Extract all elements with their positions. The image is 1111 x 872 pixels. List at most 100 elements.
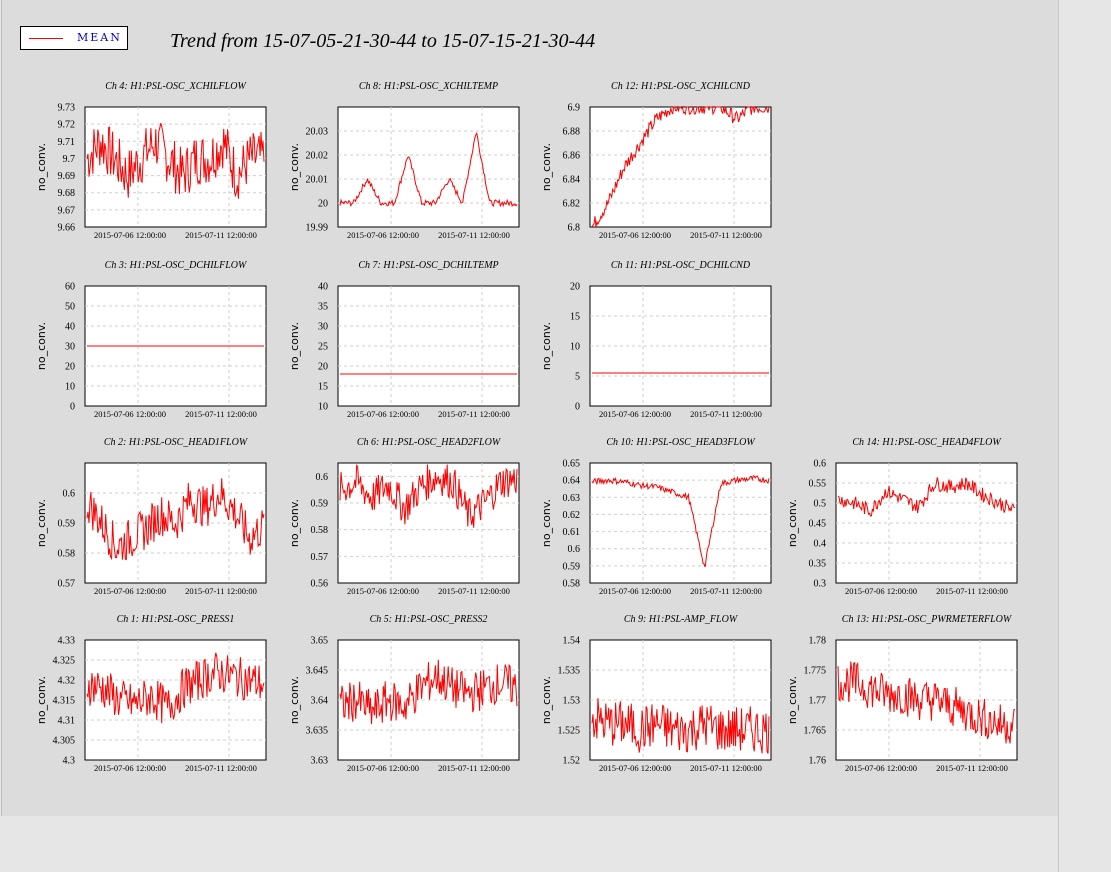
y-tick-label: 10 (318, 402, 328, 413)
x-tick-label: 2015-07-11 12:00:00 (185, 409, 257, 419)
y-tick-label: 0.6 (568, 544, 581, 555)
chart-title: Ch 13: H1:PSL-OSC_PWRMETERFLOW (842, 614, 1013, 625)
x-tick-label: 2015-07-11 12:00:00 (185, 586, 257, 596)
y-tick-label: 30 (318, 322, 328, 333)
chart-title: Ch 8: H1:PSL-OSC_XCHILTEMP (359, 81, 498, 92)
y-tick-label: 9.73 (58, 103, 76, 114)
y-tick-label: 20.02 (306, 151, 329, 162)
chart-panel: Ch 2: H1:PSL-OSC_HEAD1FLOW 0.6 0.59 0.58 0.5… (35, 437, 267, 596)
series-line (591, 105, 770, 228)
x-tick-label: 2015-07-06 12:00:00 (599, 586, 671, 596)
y-axis-label: no_conv. (35, 143, 48, 191)
y-tick-label: 4.33 (58, 636, 76, 647)
y-tick-label: 4.305 (53, 736, 76, 747)
series-line (339, 464, 518, 528)
y-tick-label: 3.65 (311, 636, 329, 647)
y-tick-label: 20 (318, 199, 328, 210)
y-tick-label: 25 (318, 342, 328, 353)
y-tick-label: 9.68 (58, 188, 76, 199)
y-tick-label: 0.65 (563, 459, 581, 470)
x-tick-label: 2015-07-06 12:00:00 (347, 409, 419, 419)
y-tick-label: 9.66 (58, 223, 76, 234)
page-title: Trend from 15-07-05-21-30-44 to 15-07-15… (170, 30, 596, 52)
y-tick-label: 0.55 (809, 479, 827, 490)
chart-title: Ch 6: H1:PSL-OSC_HEAD2FLOW (357, 437, 502, 448)
x-tick-label: 2015-07-11 12:00:00 (438, 409, 510, 419)
y-tick-label: 1.76 (809, 756, 827, 767)
x-tick-label: 2015-07-06 12:00:00 (347, 763, 419, 773)
y-tick-label: 9.7 (63, 154, 76, 165)
y-tick-label: 4.32 (58, 676, 76, 687)
chart-title: Ch 7: H1:PSL-OSC_DCHILTEMP (358, 260, 498, 271)
y-tick-label: 9.69 (58, 171, 76, 182)
y-axis-label: no_conv. (786, 676, 799, 724)
y-tick-label: 3.635 (306, 726, 329, 737)
x-tick-label: 2015-07-06 12:00:00 (599, 409, 671, 419)
y-tick-label: 6.9 (568, 103, 581, 114)
x-tick-label: 2015-07-06 12:00:00 (845, 586, 917, 596)
y-axis-label: no_conv. (540, 499, 553, 547)
x-tick-label: 2015-07-06 12:00:00 (599, 763, 671, 773)
chart-panel: Ch 10: H1:PSL-OSC_HEAD3FLOW 0.65 0.64 0.63 0… (540, 437, 772, 596)
chart-title: Ch 9: H1:PSL-AMP_FLOW (624, 614, 739, 625)
y-tick-label: 0.64 (563, 476, 581, 487)
chart-panel: Ch 6: H1:PSL-OSC_HEAD2FLOW 0.6 0.59 0.58 0.5… (288, 437, 520, 596)
y-tick-label: 6.82 (563, 199, 581, 210)
series-line (837, 661, 1016, 744)
legend: MEAN (20, 26, 128, 50)
y-axis-label: no_conv. (786, 499, 799, 547)
x-tick-label: 2015-07-11 12:00:00 (438, 230, 510, 240)
y-tick-label: 0.6 (316, 472, 329, 483)
y-tick-label: 1.525 (558, 726, 581, 737)
y-tick-label: 15 (318, 382, 328, 393)
x-tick-label: 2015-07-06 12:00:00 (845, 763, 917, 773)
y-tick-label: 20 (318, 362, 328, 373)
y-tick-label: 0 (575, 402, 580, 413)
y-tick-label: 0.62 (563, 510, 581, 521)
y-tick-label: 1.77 (809, 696, 827, 707)
y-tick-label: 0.5 (814, 499, 827, 510)
y-tick-label: 0.59 (58, 519, 76, 530)
chart-panel: Ch 8: H1:PSL-OSC_XCHILTEMP 20.03 20.02 20.0… (288, 81, 520, 240)
x-tick-label: 2015-07-06 12:00:00 (94, 586, 166, 596)
y-tick-label: 4.315 (53, 696, 76, 707)
y-tick-label: 1.53 (563, 696, 581, 707)
legend-label: MEAN (77, 31, 122, 44)
x-tick-label: 2015-07-11 12:00:00 (936, 586, 1008, 596)
x-tick-label: 2015-07-11 12:00:00 (690, 409, 762, 419)
y-tick-label: 15 (570, 312, 580, 323)
x-tick-label: 2015-07-06 12:00:00 (94, 763, 166, 773)
y-tick-label: 20.01 (306, 175, 329, 186)
y-tick-label: 10 (65, 382, 75, 393)
y-tick-label: 6.84 (563, 175, 581, 186)
y-tick-label: 20 (570, 282, 580, 293)
x-tick-label: 2015-07-11 12:00:00 (185, 763, 257, 773)
x-tick-label: 2015-07-11 12:00:00 (690, 586, 762, 596)
series-line (86, 652, 265, 724)
x-tick-label: 2015-07-11 12:00:00 (438, 586, 510, 596)
y-tick-label: 0.59 (311, 499, 329, 510)
series-line (339, 131, 518, 208)
plot-area (589, 462, 772, 584)
y-tick-label: 9.67 (58, 205, 76, 216)
y-tick-label: 40 (318, 282, 328, 293)
y-tick-label: 1.765 (804, 726, 827, 737)
plot-area (84, 106, 267, 228)
y-tick-label: 10 (570, 342, 580, 353)
x-tick-label: 2015-07-06 12:00:00 (347, 586, 419, 596)
y-axis-label: no_conv. (35, 676, 48, 724)
y-tick-label: 0.35 (809, 559, 827, 570)
x-tick-label: 2015-07-06 12:00:00 (94, 409, 166, 419)
series-line (339, 659, 518, 725)
chart-panel: Ch 13: H1:PSL-OSC_PWRMETERFLOW 1.78 1.775 1… (786, 614, 1018, 773)
y-tick-label: 1.775 (804, 666, 827, 677)
plot-area (337, 106, 520, 228)
chart-title: Ch 2: H1:PSL-OSC_HEAD1FLOW (104, 437, 249, 448)
chart-panel: Ch 4: H1:PSL-OSC_XCHILFLOW 9.73 9.72 9.71 9.… (35, 81, 267, 240)
y-tick-label: 1.78 (809, 636, 827, 647)
y-tick-label: 0.58 (311, 525, 329, 536)
chart-panel: Ch 11: H1:PSL-OSC_DCHILCND 20 15 10 5 0 2015-0… (540, 260, 772, 419)
y-axis-label: no_conv. (540, 322, 553, 370)
y-tick-label: 0.59 (563, 561, 581, 572)
